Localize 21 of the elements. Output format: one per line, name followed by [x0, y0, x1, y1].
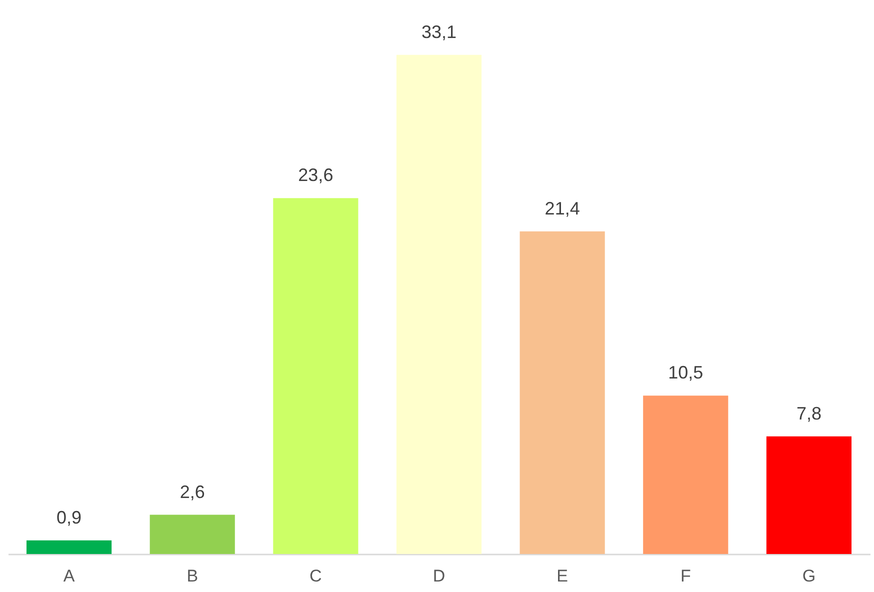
x-tick-label: E [556, 566, 568, 586]
data-label: 10,5 [668, 362, 704, 383]
data-label: 23,6 [298, 165, 334, 186]
x-tick-label: B [186, 566, 198, 586]
x-tick-label: A [63, 566, 76, 586]
data-label: 2,6 [180, 482, 205, 502]
data-label: 7,8 [796, 403, 822, 424]
bar [26, 540, 112, 554]
x-tick-label: C [310, 566, 322, 586]
data-label: 21,4 [544, 198, 580, 218]
bar [150, 514, 235, 554]
bar [273, 198, 358, 554]
bar [766, 436, 852, 554]
x-tick-label: F [680, 566, 691, 586]
data-label: 0,9 [56, 507, 82, 528]
bar [520, 231, 605, 554]
bar [396, 54, 482, 554]
x-tick-label: D [432, 566, 446, 586]
x-tick-label: G [802, 566, 816, 586]
bar [643, 396, 728, 554]
data-label: 33,1 [421, 22, 457, 42]
